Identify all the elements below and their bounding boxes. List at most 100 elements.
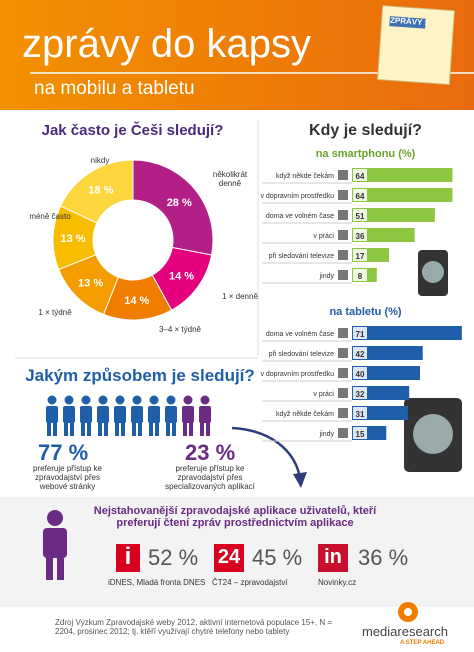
category-label: když někde čekám xyxy=(276,411,334,418)
person xyxy=(98,395,108,405)
category-label: méně často xyxy=(29,212,71,221)
app-icon-text: i xyxy=(124,543,132,570)
globe xyxy=(422,261,444,283)
spacer xyxy=(0,110,474,118)
person xyxy=(138,422,142,436)
person xyxy=(114,406,126,423)
value-label: 14 % xyxy=(124,295,149,307)
value-label: 64 xyxy=(356,172,365,181)
subtitle: na mobilu a tabletu xyxy=(34,78,195,99)
person xyxy=(149,395,159,405)
category-label: v dopravním prostředku xyxy=(260,371,334,378)
row-icon xyxy=(338,348,348,358)
person xyxy=(115,422,119,436)
app-name: ČT24 – zpravodajství xyxy=(212,578,288,587)
arrow xyxy=(231,426,302,479)
value-box xyxy=(353,169,367,181)
value-box xyxy=(353,367,367,379)
bars-title: Kdy je sledují? xyxy=(309,122,422,139)
app-icon xyxy=(214,544,244,572)
category-label: když někde čekám xyxy=(276,173,334,180)
person xyxy=(81,422,85,436)
row-icon xyxy=(338,328,348,338)
person xyxy=(115,395,125,405)
value-label: 18 % xyxy=(88,184,113,196)
bars-subtitle: na smartphonu (%) xyxy=(315,148,416,160)
value-label: 64 xyxy=(356,192,365,201)
globe xyxy=(413,414,453,454)
person xyxy=(149,422,153,436)
bar xyxy=(352,326,462,340)
value-box xyxy=(353,209,367,221)
row-icon xyxy=(338,210,348,220)
app-icon xyxy=(116,544,140,572)
app-icon xyxy=(318,544,348,572)
row-icon xyxy=(338,190,348,200)
person xyxy=(46,406,58,423)
value-box xyxy=(353,249,367,261)
person-icon xyxy=(43,510,67,580)
logo: mediaresearch xyxy=(362,624,448,639)
person xyxy=(53,422,57,436)
person xyxy=(64,422,68,436)
row-icon xyxy=(338,428,348,438)
person xyxy=(165,406,177,423)
value-box xyxy=(353,189,367,201)
person xyxy=(87,422,91,436)
bar xyxy=(352,366,420,380)
category-label: několikrát denně xyxy=(212,170,248,188)
source: Zdroj Výzkum Zpravodajské weby 2012, akt… xyxy=(55,618,333,636)
value-box xyxy=(353,269,367,281)
value-label: 15 xyxy=(356,430,365,439)
app-share: 45 % xyxy=(252,545,303,570)
person xyxy=(132,422,136,436)
row-icon xyxy=(338,170,348,180)
value-label: 51 xyxy=(356,212,365,221)
badge xyxy=(376,5,456,86)
row-icon xyxy=(338,368,348,378)
category-label: v práci xyxy=(313,391,334,398)
person xyxy=(121,422,125,436)
person xyxy=(97,406,109,423)
person xyxy=(148,406,160,423)
value-label: 31 xyxy=(356,410,365,419)
person xyxy=(206,422,210,436)
person xyxy=(64,395,74,405)
bar xyxy=(352,188,453,202)
title: zprávy do kapsy xyxy=(22,22,312,66)
person xyxy=(47,395,57,405)
person xyxy=(200,395,210,405)
app-icon-text: 24 xyxy=(217,546,241,568)
app-share: 52 % xyxy=(148,545,199,570)
bar xyxy=(352,208,435,222)
category-label: jindy xyxy=(319,431,335,438)
value-box xyxy=(353,347,367,359)
share: 77 % xyxy=(38,440,89,465)
person xyxy=(189,422,193,436)
logo-mark xyxy=(404,608,412,616)
category-label: doma ve volném čase xyxy=(266,213,334,220)
how-title: Jakým způsobem je sledují? xyxy=(25,366,255,385)
app-name: iDNES, Mladá fronta DNES xyxy=(108,578,206,587)
donut-title: Jak často je Češi sledují? xyxy=(41,122,224,139)
row-icon xyxy=(338,230,348,240)
value-label: 13 % xyxy=(78,277,103,289)
share-text: preferuje přístup ke zpravodajství přes … xyxy=(33,464,102,491)
value-label: 8 xyxy=(358,272,363,281)
person xyxy=(166,422,170,436)
person xyxy=(199,406,211,423)
apps-title: Nejstahovanější zpravodajské aplikace už… xyxy=(93,505,377,529)
person xyxy=(155,422,159,436)
person xyxy=(132,395,142,405)
value-label: 17 xyxy=(356,252,365,261)
category-label: 1 × denně xyxy=(222,292,258,301)
person xyxy=(183,422,187,436)
category-label: při sledování televize xyxy=(269,351,334,358)
value-label: 14 % xyxy=(169,270,194,282)
value-label: 28 % xyxy=(167,197,192,209)
value-label: 40 xyxy=(356,370,365,379)
person xyxy=(183,395,193,405)
person xyxy=(98,422,102,436)
